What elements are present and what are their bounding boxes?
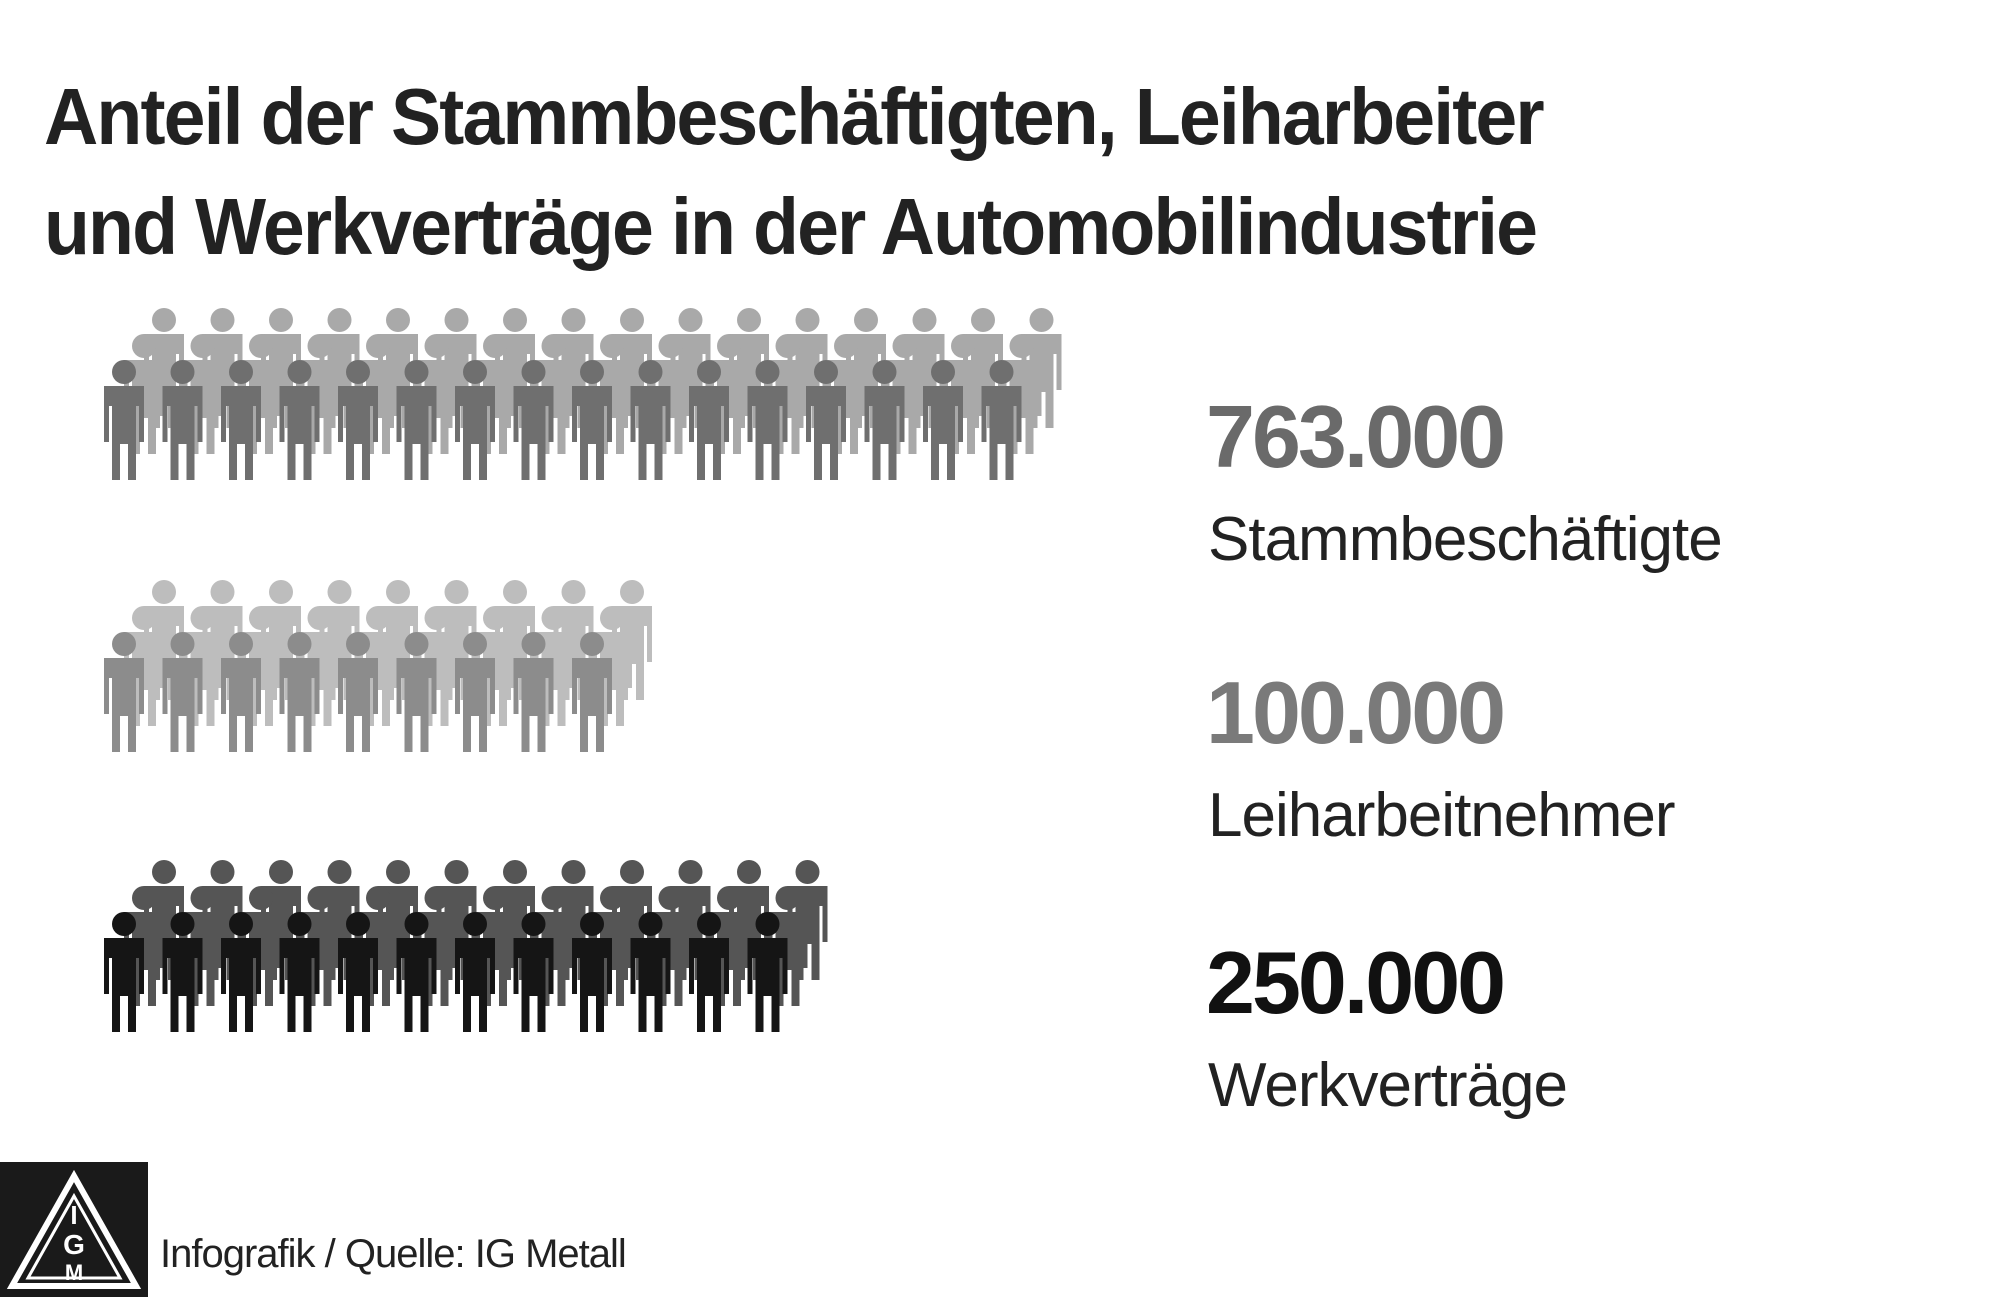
figure-front-werkvertraege	[104, 912, 144, 1032]
figure-front-stammbeschaeftigte	[747, 360, 788, 480]
value-label-stammbeschaeftigte: 763.000	[1206, 387, 1506, 486]
figure-front-werkvertraege	[455, 912, 495, 1032]
figure-front-stammbeschaeftigte	[513, 360, 554, 480]
figure-front-stammbeschaeftigte	[572, 360, 612, 480]
title-line-2: und Werkverträge in der Automobilindustr…	[44, 182, 1538, 271]
figure-front-leiharbeitnehmer	[162, 632, 203, 752]
figure-front-werkvertraege	[630, 912, 671, 1032]
figure-front-stammbeschaeftigte	[923, 360, 963, 480]
figure-front-werkvertraege	[338, 912, 378, 1032]
svg-text:G: G	[63, 1229, 85, 1260]
figure-front-stammbeschaeftigte	[981, 360, 1022, 480]
value-label-leiharbeitnehmer: 100.000	[1206, 663, 1506, 762]
figure-front-werkvertraege	[396, 912, 437, 1032]
chart-title: Anteil der Stammbeschäftigten, Leiharbei…	[44, 62, 1545, 282]
figure-front-werkvertraege	[572, 912, 612, 1032]
figure-front-werkvertraege	[689, 912, 729, 1032]
figure-front-werkvertraege	[279, 912, 320, 1032]
svg-text:I: I	[70, 1200, 77, 1230]
figure-front-stammbeschaeftigte	[104, 360, 144, 480]
source-note: Infografik / Quelle: IG Metall	[160, 1232, 627, 1276]
value-label-werkvertraege: 250.000	[1206, 933, 1506, 1032]
figure-front-stammbeschaeftigte	[864, 360, 905, 480]
figure-front-leiharbeitnehmer	[338, 632, 378, 752]
figure-front-werkvertraege	[221, 912, 261, 1032]
svg-text:M: M	[65, 1260, 83, 1285]
figure-front-stammbeschaeftigte	[162, 360, 203, 480]
category-label-werkvertraege: Werkverträge	[1208, 1051, 1568, 1120]
figure-front-stammbeschaeftigte	[630, 360, 671, 480]
figure-front-werkvertraege	[162, 912, 203, 1032]
figure-front-leiharbeitnehmer	[396, 632, 437, 752]
figure-front-stammbeschaeftigte	[279, 360, 320, 480]
figure-front-werkvertraege	[513, 912, 554, 1032]
title-line-1: Anteil der Stammbeschäftigten, Leiharbei…	[44, 72, 1545, 161]
figure-front-leiharbeitnehmer	[104, 632, 144, 752]
figure-front-stammbeschaeftigte	[396, 360, 437, 480]
figure-front-leiharbeitnehmer	[279, 632, 320, 752]
category-label-leiharbeitnehmer: Leiharbeitnehmer	[1208, 781, 1676, 850]
figure-front-leiharbeitnehmer	[221, 632, 261, 752]
ig-metall-logo-icon: I G M	[0, 1162, 148, 1297]
figure-front-stammbeschaeftigte	[806, 360, 846, 480]
figure-front-stammbeschaeftigte	[221, 360, 261, 480]
figure-front-werkvertraege	[747, 912, 788, 1032]
figure-front-leiharbeitnehmer	[513, 632, 554, 752]
figure-front-leiharbeitnehmer	[455, 632, 495, 752]
figure-front-stammbeschaeftigte	[455, 360, 495, 480]
figure-front-stammbeschaeftigte	[689, 360, 729, 480]
figure-front-stammbeschaeftigte	[338, 360, 378, 480]
category-label-stammbeschaeftigte: Stammbeschäftigte	[1208, 505, 1723, 574]
figure-front-leiharbeitnehmer	[572, 632, 612, 752]
